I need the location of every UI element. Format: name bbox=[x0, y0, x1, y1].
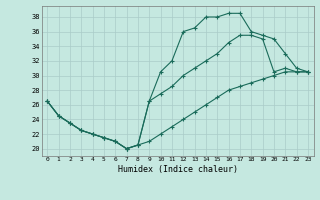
X-axis label: Humidex (Indice chaleur): Humidex (Indice chaleur) bbox=[118, 165, 237, 174]
